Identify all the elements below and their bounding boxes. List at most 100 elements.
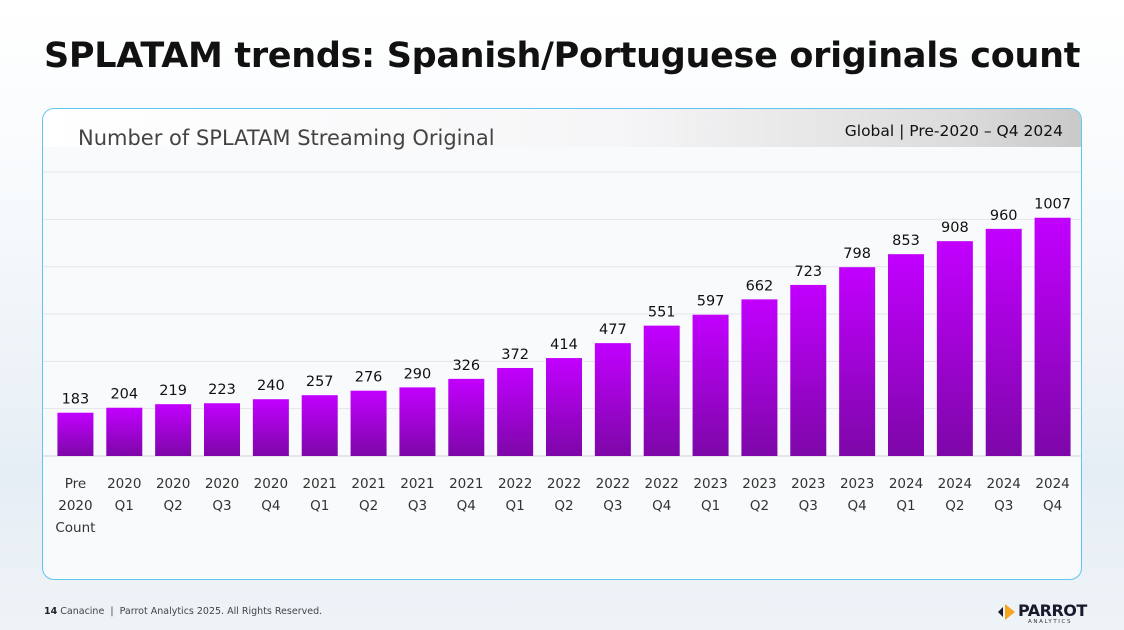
bar	[985, 228, 1022, 456]
x-tick-label: 2023	[840, 476, 874, 492]
x-tick-label: 2020	[205, 476, 239, 492]
x-tick-label: Q3	[603, 498, 622, 514]
x-tick-label: Q3	[212, 498, 231, 514]
bar	[643, 325, 680, 456]
x-tick-label: Q4	[1043, 498, 1062, 514]
x-tick-label: Q1	[506, 498, 525, 514]
bar	[839, 267, 876, 456]
x-tick-label: 2022	[645, 476, 679, 492]
x-tick-label: Q1	[115, 498, 134, 514]
x-tick-label: Q2	[945, 498, 964, 514]
data-label: 477	[599, 322, 627, 338]
data-label: 1007	[1034, 197, 1071, 213]
data-label: 204	[110, 387, 138, 403]
footer-page-number: 14	[44, 606, 58, 617]
x-tick-label: Q4	[457, 498, 476, 514]
footer-copyright: Parrot Analytics 2025. All Rights Reserv…	[119, 606, 323, 617]
data-label: 183	[62, 392, 90, 408]
data-label: 326	[452, 358, 480, 374]
x-tick-label: 2021	[303, 476, 337, 492]
x-tick-label: 2023	[791, 476, 825, 492]
x-tick-label: 2024	[1035, 476, 1069, 492]
bar	[497, 367, 534, 456]
chart-scope-label: Global | Pre-2020 – Q4 2024	[844, 122, 1063, 140]
bar	[301, 395, 338, 456]
bar	[790, 284, 827, 456]
bar	[399, 387, 436, 456]
x-tick-label: Q2	[750, 498, 769, 514]
data-label: 960	[990, 208, 1018, 224]
x-tick-label: Q4	[652, 498, 671, 514]
x-tick-label: 2023	[742, 476, 776, 492]
x-tick-label: Q4	[848, 498, 867, 514]
data-label: 257	[306, 374, 334, 390]
footer: 14 Canacine | Parrot Analytics 2025. All…	[44, 606, 322, 617]
x-tick-label: Q4	[261, 498, 280, 514]
logo-word: PARROT	[1018, 601, 1087, 620]
bar	[350, 390, 387, 456]
bar	[155, 404, 192, 456]
x-tick-label: Q3	[799, 498, 818, 514]
data-label: 414	[550, 337, 578, 353]
x-tick-label: 2020	[107, 476, 141, 492]
bar	[741, 299, 778, 456]
x-tick-label: Q2	[359, 498, 378, 514]
x-tick-label: 2021	[449, 476, 483, 492]
x-tick-label: Pre	[65, 476, 86, 492]
bar	[546, 358, 582, 456]
data-label: 276	[355, 370, 383, 386]
chart-title: Number of SPLATAM Streaming Original	[78, 126, 495, 150]
data-label: 551	[648, 305, 676, 321]
x-tick-label: 2022	[596, 476, 630, 492]
logo-subword: ANALYTICS	[1028, 619, 1073, 625]
data-label: 240	[257, 378, 285, 394]
bar	[1034, 217, 1071, 456]
bar	[448, 378, 485, 456]
bar	[594, 343, 631, 456]
x-tick-label: Q1	[701, 498, 720, 514]
bar	[57, 412, 94, 456]
data-label: 853	[892, 233, 920, 249]
x-tick-label: 2022	[498, 476, 532, 492]
page-title: SPLATAM trends: Spanish/Portuguese origi…	[44, 36, 1081, 76]
data-label: 908	[941, 220, 969, 236]
x-tick-label: 2023	[693, 476, 727, 492]
data-label: 372	[501, 347, 529, 363]
x-tick-label: Q2	[164, 498, 183, 514]
x-tick-label: 2022	[547, 476, 581, 492]
parrot-logo-icon	[998, 604, 1015, 620]
bar	[106, 407, 143, 456]
data-label: 223	[208, 382, 236, 398]
x-tick-label: 2020	[58, 498, 92, 514]
x-tick-label: Q3	[408, 498, 427, 514]
bar	[692, 314, 729, 456]
x-tick-label: Q1	[310, 498, 329, 514]
x-tick-label: 2020	[254, 476, 288, 492]
x-tick-label: 2024	[987, 476, 1021, 492]
bar-chart: 183 204 219 223 240 257 276 290 326 372 414 477 551 5…	[43, 171, 1081, 536]
bar	[252, 399, 289, 456]
data-label: 597	[697, 294, 725, 310]
x-tick-label: Q1	[896, 498, 915, 514]
x-tick-label: 2020	[156, 476, 190, 492]
x-tick-label: 2024	[889, 476, 923, 492]
x-tick-label: Q2	[554, 498, 573, 514]
chart-panel: Number of SPLATAM Streaming Original Glo…	[42, 108, 1082, 580]
x-tick-label: 2021	[400, 476, 434, 492]
data-label: 662	[746, 278, 774, 294]
data-label: 798	[843, 246, 871, 262]
data-label: 723	[794, 264, 822, 280]
footer-brand: Canacine	[60, 606, 105, 617]
bar	[204, 403, 240, 456]
x-tick-label: 2021	[351, 476, 385, 492]
x-tick-label: Count	[55, 520, 95, 536]
bar	[936, 241, 973, 456]
bar	[888, 254, 924, 456]
footer-separator: |	[107, 606, 117, 617]
chart-header-band	[43, 109, 1081, 147]
parrot-logo: PARROT ANALYTICS	[995, 600, 1087, 630]
x-tick-label: 2024	[938, 476, 972, 492]
data-label: 219	[159, 383, 187, 399]
data-label: 290	[404, 366, 432, 382]
x-tick-label: Q3	[994, 498, 1013, 514]
